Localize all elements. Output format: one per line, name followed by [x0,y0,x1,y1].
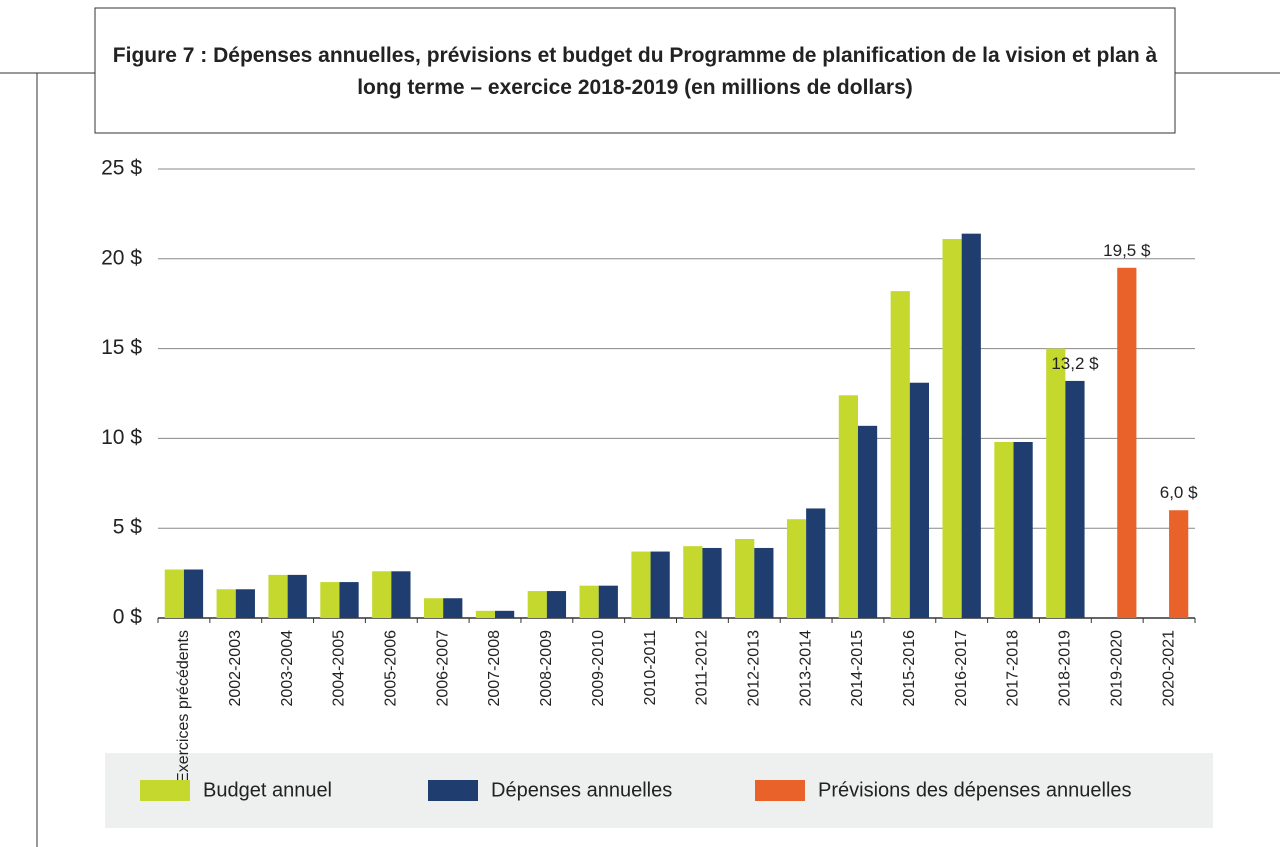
bar [1046,348,1066,618]
x-tick-label: 2002-2003 [227,630,244,707]
bar [423,598,444,618]
legend-swatch [755,780,805,801]
bar [320,582,340,618]
x-tick-label: 2004-2005 [331,630,348,707]
bar [754,547,774,618]
legend-swatch [140,780,190,801]
bar [183,569,204,618]
x-tick-label: 2017-2018 [1005,630,1022,707]
x-tick-label: 2011-2012 [694,630,711,705]
bar [994,441,1014,618]
x-tick-label: 2009-2010 [590,630,607,707]
legend-label: Budget annuel [203,779,332,801]
y-tick-label: 10 $ [101,426,142,449]
y-tick-label: 25 $ [101,157,142,180]
x-tick-label: 2015-2016 [901,630,918,707]
bar [598,585,618,618]
x-tick-label: 2013-2014 [797,630,814,707]
bar [495,610,515,618]
bar [942,239,962,618]
bar [372,571,392,618]
x-tick-label: 2005-2006 [383,630,400,707]
y-tick-label: 15 $ [101,336,142,359]
bar [735,538,755,618]
x-tick-label: 2010-2011 [642,630,659,705]
bar [683,546,703,618]
y-tick-label: 5 $ [113,516,143,539]
title-box [94,7,1176,134]
bar [475,610,496,618]
x-tick-label: 2012-2013 [745,630,762,707]
x-tick-label: 2006-2007 [434,630,451,707]
x-tick-label: 2008-2009 [538,630,555,707]
bar [631,551,651,618]
bar [216,589,236,618]
legend-swatch [428,780,478,801]
bar [268,574,288,618]
x-tick-label: 2020-2021 [1160,630,1177,707]
bar [702,547,722,618]
y-tick-label: 0 $ [113,606,143,629]
bar [579,585,599,618]
legend-label: Dépenses annuelles [491,779,672,801]
bar [164,569,184,618]
x-tick-label: 2019-2020 [1108,630,1125,707]
bar [287,574,307,618]
bar [1169,510,1189,618]
bar [838,395,858,618]
data-label: 19,5 $ [1103,241,1151,260]
bar [235,589,255,618]
x-tick-label: 2018-2019 [1057,630,1074,707]
x-tick-label: 2007-2008 [486,630,503,707]
x-tick-label: Exercices précédents [175,630,192,783]
bar [391,571,411,618]
bar [786,519,807,618]
chart-title: Figure 7 : Dépenses annuelles, prévision… [112,44,1158,99]
bar [961,233,981,618]
y-tick-label: 20 $ [101,246,142,269]
legend-box [105,753,1213,828]
bar [909,382,930,618]
x-tick-label: 2003-2004 [279,630,296,707]
x-tick-label: 2016-2017 [953,630,970,707]
bar [339,582,359,618]
bar [546,591,567,618]
data-label: 6,0 $ [1160,483,1198,502]
bar [1013,441,1033,618]
bar [890,291,910,618]
bar [650,551,670,618]
x-tick-label: 2014-2015 [849,630,866,707]
bar [443,598,463,618]
bar [527,591,547,618]
legend-label: Prévisions des dépenses annuelles [818,779,1132,801]
data-label: 13,2 $ [1051,354,1099,373]
bar [1065,380,1085,618]
bar [806,508,826,618]
bar [857,425,878,618]
bar [1117,267,1137,618]
